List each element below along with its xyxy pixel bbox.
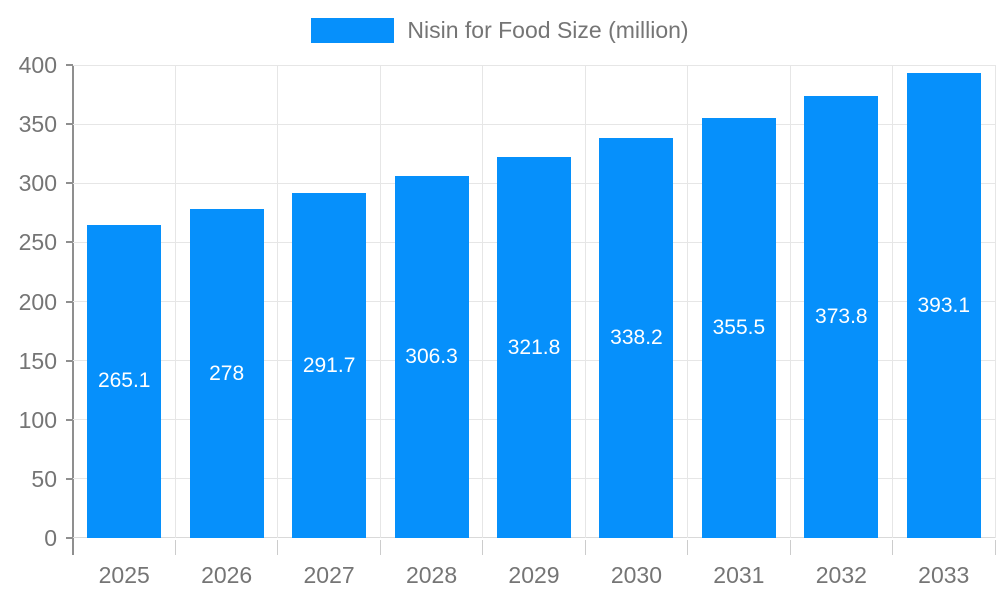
bar-value-label: 265.1 [97, 369, 151, 393]
x-gridline [789, 65, 791, 538]
y-axis-tick [66, 300, 73, 303]
y-axis-tick [66, 123, 73, 126]
x-axis-tick [994, 540, 996, 555]
x-axis-tick-label: 2027 [303, 562, 355, 588]
y-axis-tick [66, 477, 73, 480]
x-axis-tick-label: 2029 [508, 562, 560, 588]
y-axis-tick-label: 200 [18, 288, 57, 315]
bar-value-label: 355.5 [712, 315, 766, 339]
x-axis-tick-label: 2030 [610, 562, 663, 588]
bar[interactable] [701, 117, 776, 538]
x-axis-tick [789, 540, 791, 555]
bar-value-label: 393.1 [917, 293, 971, 317]
x-axis-tick-label: 2026 [201, 562, 253, 588]
y-axis-tick [66, 359, 73, 362]
bar[interactable] [394, 175, 469, 538]
bar[interactable] [189, 209, 264, 538]
x-axis-tick-label: 2031 [713, 562, 765, 588]
bar-value-label: 306.3 [405, 344, 458, 368]
bar-value-label: 338.2 [610, 326, 663, 350]
x-axis-tick [482, 540, 484, 555]
bar[interactable] [87, 224, 162, 538]
y-axis-tick-label: 400 [18, 52, 57, 78]
y-axis-tick-label: 250 [18, 229, 57, 256]
x-gridline [687, 65, 689, 538]
y-axis-tick-label: 350 [18, 111, 57, 138]
x-axis-tick [687, 540, 689, 555]
x-axis-tick [277, 540, 279, 555]
bar-value-label: 321.8 [507, 335, 561, 359]
x-axis-tick-label: 2025 [98, 562, 150, 588]
x-gridline [892, 65, 894, 538]
x-gridline [174, 65, 176, 538]
x-axis-tick-label: 2033 [918, 562, 970, 588]
x-axis-tick [379, 540, 381, 555]
x-gridline [277, 65, 279, 538]
y-axis-tick-label: 0 [44, 525, 57, 551]
bar-value-label: 278 [209, 361, 245, 385]
x-axis-tick-label: 2028 [405, 562, 458, 588]
x-gridline [584, 65, 586, 538]
legend-label: Nisin for Food Size (million) [407, 16, 689, 43]
y-axis-line [72, 65, 74, 555]
plot-area: 265.1 278 291.7 306.3 321.8 338.2 355.5 373.8 39… [73, 64, 996, 538]
bar[interactable] [906, 73, 981, 538]
y-axis-tick [66, 537, 73, 539]
bar[interactable] [599, 138, 674, 538]
bar[interactable] [292, 193, 367, 538]
y-gridline [73, 64, 995, 66]
y-axis-tick-label: 50 [31, 465, 57, 492]
y-gridline [73, 123, 995, 125]
legend-swatch [311, 17, 395, 43]
bar-value-label: 373.8 [815, 304, 868, 328]
y-axis-tick [66, 64, 73, 66]
x-gridline [482, 65, 484, 538]
x-axis-tick [892, 540, 894, 555]
y-axis-tick [66, 418, 73, 421]
y-axis-tick [66, 182, 73, 185]
bar-value-label: 291.7 [302, 353, 356, 377]
x-gridline [379, 65, 381, 538]
x-axis-tick-label: 2032 [815, 562, 867, 588]
y-axis-tick [66, 241, 73, 244]
y-axis-tick-label: 150 [18, 347, 57, 374]
x-axis-tick [584, 540, 586, 555]
y-axis-tick-label: 100 [18, 406, 57, 433]
bar[interactable] [497, 157, 571, 538]
y-axis-tick-label: 300 [18, 170, 57, 197]
legend-item[interactable]: Nisin for Food Size (million) [0, 14, 1000, 46]
bar[interactable] [804, 95, 879, 538]
x-axis-tick [174, 540, 176, 555]
x-gridline [994, 65, 996, 538]
